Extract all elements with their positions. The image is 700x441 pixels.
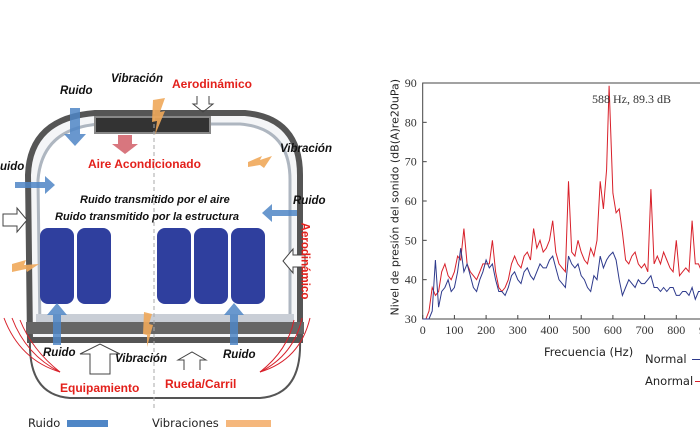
vibration-bolts: [12, 98, 272, 347]
legend-anormal-line: [695, 381, 700, 382]
equipment-arrow: [79, 343, 121, 375]
noise-arrow-left: [15, 176, 55, 194]
series-line-normal: [422, 248, 700, 320]
x-tick-label: 400: [541, 323, 559, 337]
legend-vibration-swatch: [226, 420, 271, 427]
legend-normal-line: [692, 359, 700, 360]
plot-frame: [422, 82, 700, 320]
label-equipamiento: Equipamiento: [60, 381, 140, 395]
label-ruido-bottom-left: Ruido: [43, 347, 76, 359]
series-line-anormal: [422, 85, 700, 320]
x-tick-label: 700: [636, 323, 654, 337]
x-tick-label: 600: [604, 323, 622, 337]
x-tick-label: 500: [572, 323, 590, 337]
aero-arrow-left: [2, 206, 28, 234]
x-tick-label: 100: [445, 323, 463, 337]
equipment-noise-arrows: [3, 317, 311, 373]
label-ruido-left: uido: [0, 161, 25, 173]
legend-vibration-label: Vibraciones: [152, 416, 219, 430]
x-tick-label: 800: [667, 323, 685, 337]
aero-arrow-right: [282, 247, 306, 275]
train-cross-section-diagram: [2, 96, 311, 427]
noise-arrow-bottom-right: [224, 303, 244, 345]
y-axis-label: Nivel de presión del sonido (dB(A)re20uP…: [388, 79, 402, 316]
legend-normal-label: Normal: [645, 352, 687, 366]
label-vibracion-right: Vibración: [280, 143, 332, 155]
label-vibracion-top: Vibración: [111, 73, 163, 85]
aero-arrow-top: [191, 96, 215, 113]
x-tick-label: 0: [420, 323, 426, 337]
aero-arrows: [2, 96, 306, 375]
label-ruido-estructura: Ruido transmitido por la estructura: [55, 211, 239, 223]
underbody: [28, 339, 302, 399]
legend-noise-swatch: [67, 420, 108, 427]
x-tick-label: 200: [477, 323, 495, 337]
vibration-bolt-bottom: [143, 312, 153, 347]
vibration-bolt-left: [12, 260, 39, 272]
label-vibracion-bottom: Vibración: [115, 353, 167, 365]
y-tick-label: 30: [405, 312, 417, 326]
label-aerodinamico-top: Aerodinámico: [172, 77, 253, 91]
y-tick-label: 40: [405, 273, 417, 287]
y-tick-label: 80: [405, 115, 417, 129]
y-tick-label: 60: [405, 194, 417, 208]
legend-noise-label: Ruido: [28, 416, 61, 430]
label-ruido-aire: Ruido transmitido por el aire: [80, 194, 230, 206]
label-rueda-carril: Rueda/Carril: [165, 377, 237, 391]
x-axis-label: Frecuencia (Hz): [544, 345, 634, 359]
label-ruido-top: Ruido: [60, 85, 93, 97]
legend-anormal-label: Anormal: [645, 374, 694, 388]
vibration-bolt-right: [248, 156, 272, 168]
y-tick-label: 50: [405, 233, 417, 247]
ac-arrow: [112, 135, 138, 154]
label-ruido-right: Ruido: [293, 195, 326, 207]
wheel-rail-arrow: [176, 351, 208, 370]
y-tick-label: 70: [405, 155, 417, 169]
peak-annotation: 588 Hz, 89.3 dB: [592, 92, 671, 106]
label-aire-acondicionado: Aire Acondicionado: [88, 157, 201, 171]
vibration-bolt-top: [152, 98, 165, 135]
noise-arrow-top: [64, 108, 86, 146]
y-tick-label: 90: [405, 76, 417, 90]
noise-arrow-right: [262, 204, 297, 222]
noise-arrow-bottom-left: [47, 303, 67, 345]
seats-left: [40, 228, 111, 304]
noise-arrows: [15, 108, 297, 345]
label-ruido-bottom-right: Ruido: [223, 349, 256, 361]
seats-right: [157, 228, 265, 304]
x-tick-label: 300: [509, 323, 527, 337]
floor-top: [36, 314, 294, 322]
